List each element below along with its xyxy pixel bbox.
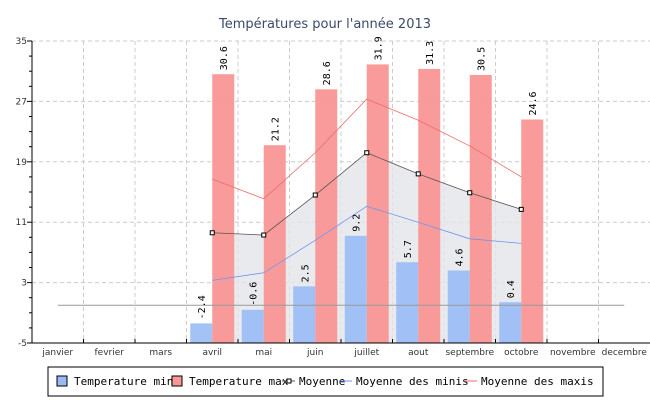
- bar-min: [241, 309, 264, 343]
- bar-min: [396, 262, 419, 343]
- x-tick-label: decembre: [602, 348, 648, 358]
- moyenne-point: [364, 150, 370, 156]
- x-tick-label: janvier: [41, 348, 73, 358]
- bar-max-label: 21.2: [271, 117, 282, 141]
- legend-label: Moyenne des maxis: [481, 375, 594, 388]
- chart-title: Températures pour l'année 2013: [218, 17, 431, 32]
- x-tick-label: octobre: [504, 348, 539, 358]
- bar-max-label: 28.6: [322, 61, 333, 85]
- bar-min-label: 2.5: [300, 264, 311, 282]
- bar-max: [521, 119, 544, 344]
- x-tick-label: mai: [255, 348, 272, 358]
- x-tick-label: fevrier: [95, 348, 125, 358]
- y-tick-label: 27: [16, 97, 27, 107]
- bar-min: [190, 323, 213, 343]
- y-tick-label: 19: [16, 158, 28, 168]
- bar-min-label: 5.7: [403, 240, 414, 258]
- bar-min: [499, 302, 522, 343]
- bar-max-label: 31.9: [374, 36, 385, 60]
- bar-max-label: 24.6: [528, 91, 539, 115]
- bar-min: [293, 286, 316, 343]
- legend-marker: [286, 378, 292, 384]
- x-tick-label: avril: [202, 348, 222, 358]
- legend: Temperature min Temperature max Moyenne Moy…: [47, 366, 604, 397]
- moyenne-point: [518, 206, 524, 212]
- legend-label: Moyenne: [299, 375, 345, 388]
- moyenne-point: [467, 190, 473, 196]
- x-tick-label: juillet: [353, 348, 379, 358]
- bar-max: [212, 74, 235, 343]
- line-moyenne-des-minis: [212, 205, 522, 281]
- bar-min-label: 4.6: [455, 248, 466, 266]
- x-tick-label: juin: [306, 348, 323, 358]
- moyenne-point: [415, 171, 421, 177]
- bar-min-label: -2.4: [197, 295, 208, 319]
- bar-max-label: 30.6: [219, 46, 230, 70]
- moyenne-point: [209, 230, 215, 236]
- legend-label: Temperature min: [74, 375, 173, 388]
- bar-max: [315, 89, 338, 343]
- y-tick-label: 35: [16, 37, 27, 47]
- bar-max: [469, 74, 492, 343]
- x-tick-label: mars: [149, 348, 172, 358]
- legend-swatch: [56, 375, 68, 387]
- bar-max-label: 31.3: [425, 41, 436, 65]
- legend-label: Moyenne des minis: [356, 375, 469, 388]
- bar-min: [344, 235, 367, 343]
- legend-swatch: [171, 375, 183, 387]
- bar-min: [447, 270, 470, 343]
- y-tick-label: 11: [16, 218, 27, 228]
- bar-max: [263, 145, 286, 343]
- y-tick-label: -5: [18, 339, 27, 349]
- legend-label: Temperature max: [189, 375, 289, 388]
- bar-min-label: -0.6: [249, 282, 260, 306]
- x-tick-label: septembre: [445, 348, 494, 358]
- y-tick-label: 3: [21, 279, 27, 289]
- bar-max: [366, 64, 389, 343]
- bar-min-label: 0.4: [506, 280, 517, 298]
- moyenne-point: [261, 232, 267, 238]
- x-tick-label: novembre: [550, 348, 596, 358]
- moyenne-point: [312, 192, 318, 198]
- bar-min-label: 9.2: [352, 214, 363, 232]
- bar-max-label: 30.5: [477, 47, 488, 71]
- line-moyenne-des-maxis: [212, 98, 522, 200]
- bar-max: [418, 68, 441, 343]
- x-tick-label: aout: [408, 348, 429, 358]
